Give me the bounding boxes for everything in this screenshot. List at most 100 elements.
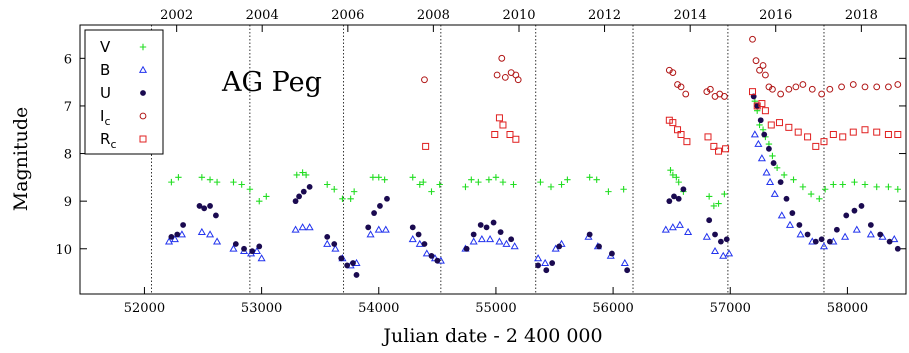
data-point	[762, 71, 769, 79]
data-point	[826, 238, 833, 245]
data-point	[498, 54, 506, 62]
data-point	[499, 178, 507, 186]
data-point	[512, 135, 520, 143]
data-point	[683, 138, 691, 146]
y-tick-label: 8	[64, 148, 72, 163]
data-point	[873, 183, 880, 191]
top-tick-label: 2014	[674, 8, 707, 23]
legend-label-v: V	[100, 38, 111, 56]
data-point	[761, 131, 768, 138]
series-ic	[421, 35, 902, 100]
data-point	[790, 176, 797, 183]
data-point	[674, 126, 682, 134]
data-point	[428, 188, 435, 195]
data-point	[229, 244, 238, 252]
data-point	[818, 90, 826, 98]
data-point	[886, 238, 893, 245]
top-tick-label: 2006	[331, 8, 364, 23]
data-point	[851, 207, 858, 214]
data-point	[767, 121, 775, 129]
data-point	[369, 174, 377, 181]
data-point	[324, 233, 331, 240]
data-point	[263, 193, 270, 200]
data-point	[890, 235, 899, 243]
data-point	[669, 119, 677, 127]
data-point	[434, 257, 441, 264]
x-tick-label: 55000	[475, 301, 516, 316]
data-point	[758, 100, 766, 108]
data-point	[331, 186, 338, 193]
data-point	[773, 164, 781, 172]
data-point	[820, 138, 828, 146]
data-point	[777, 90, 785, 98]
data-point	[665, 116, 673, 124]
data-point	[180, 222, 187, 228]
data-point	[785, 123, 793, 131]
data-point	[462, 183, 469, 191]
chart-title: AG Peg	[221, 67, 322, 98]
data-point	[541, 258, 550, 266]
data-point	[620, 258, 629, 266]
data-point	[175, 174, 182, 181]
data-point	[761, 107, 769, 115]
data-point	[669, 69, 677, 77]
data-point	[338, 255, 345, 262]
data-point	[302, 171, 310, 179]
data-point	[492, 174, 500, 181]
data-point	[766, 177, 775, 186]
data-point	[894, 131, 902, 139]
data-point	[666, 198, 673, 205]
data-point	[374, 225, 383, 233]
top-tick-label: 2004	[246, 8, 279, 23]
data-point	[884, 131, 892, 139]
data-point	[770, 189, 779, 197]
data-point	[535, 262, 542, 269]
data-point	[756, 66, 763, 74]
data-point	[377, 203, 383, 209]
data-point	[749, 35, 756, 43]
y-tick-label: 10	[55, 243, 72, 258]
data-point	[543, 267, 550, 274]
data-point	[867, 222, 874, 228]
data-point	[661, 225, 670, 233]
legend-marker-b	[138, 65, 148, 73]
data-point	[894, 81, 902, 88]
data-point	[777, 211, 786, 219]
legend-box	[84, 29, 164, 155]
data-point	[586, 231, 593, 238]
top-tick-label: 2008	[417, 8, 450, 23]
data-point	[841, 232, 850, 240]
legend-marker-rc	[139, 135, 147, 143]
data-point	[499, 121, 507, 129]
data-point	[213, 237, 222, 245]
data-point	[305, 223, 314, 231]
data-point	[873, 83, 881, 91]
data-point	[421, 241, 428, 247]
data-point	[556, 243, 563, 250]
data-point	[877, 231, 884, 238]
data-point	[667, 167, 674, 174]
data-point	[230, 178, 237, 186]
data-point	[796, 222, 803, 228]
data-point	[671, 193, 677, 200]
data-point	[830, 181, 837, 188]
data-point	[296, 193, 302, 200]
data-point	[715, 147, 723, 155]
data-point	[381, 225, 390, 233]
data-point	[292, 198, 299, 205]
data-point	[833, 226, 840, 233]
data-point	[415, 231, 422, 238]
data-point	[174, 231, 181, 238]
data-point	[792, 83, 800, 91]
data-point	[785, 85, 793, 93]
data-point	[463, 245, 470, 252]
data-point	[470, 231, 477, 238]
data-point	[198, 174, 206, 181]
data-point	[702, 232, 711, 240]
data-point	[794, 128, 802, 136]
data-point	[384, 195, 390, 202]
data-point	[252, 246, 261, 255]
data-point	[350, 260, 356, 266]
data-point	[849, 128, 857, 136]
data-point	[710, 202, 718, 210]
